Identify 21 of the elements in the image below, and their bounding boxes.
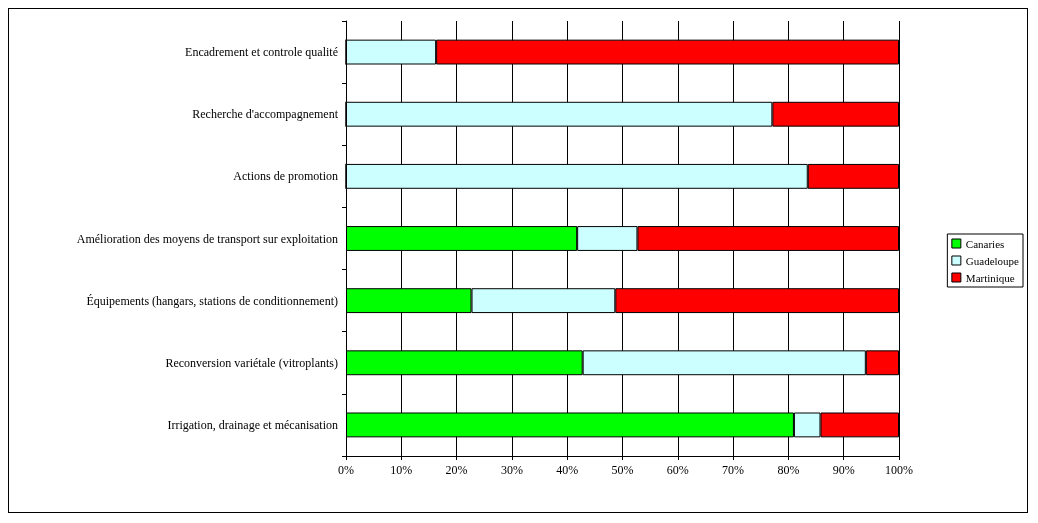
x-tick-label: 10% <box>390 463 413 477</box>
x-tick-label: 60% <box>666 463 689 477</box>
x-tick-label: 50% <box>611 463 634 477</box>
y-tick-label: Irrigation, drainage et mécanisation <box>167 417 338 432</box>
x-tick-label: 30% <box>500 463 523 477</box>
x-tick-label: 80% <box>777 463 800 477</box>
y-tick-label: Encadrement et controle qualité <box>185 45 338 60</box>
y-tick-label: Amélioration des moyens de transport sur exploitation <box>76 231 338 246</box>
legend-label: Guadeloupe <box>965 254 1020 267</box>
y-tick-label: Reconversion variétale (vitroplants) <box>165 355 338 370</box>
legend-label: Canaries <box>965 237 1005 250</box>
x-tick-label: 40% <box>556 463 579 477</box>
y-tick-label: Actions de promotion <box>233 169 338 184</box>
x-tick-label: 70% <box>722 463 745 477</box>
x-tick-label: 0% <box>338 463 354 477</box>
legend-label: Martinique <box>965 271 1015 284</box>
x-tick-label: 100% <box>885 463 913 477</box>
y-tick-label: Recherche d'accompagnement <box>192 107 339 122</box>
x-tick-label: 90% <box>832 463 855 477</box>
x-tick-label: 20% <box>445 463 468 477</box>
y-tick-label: Équipements (hangars, stations de conditionnement) <box>86 293 338 308</box>
